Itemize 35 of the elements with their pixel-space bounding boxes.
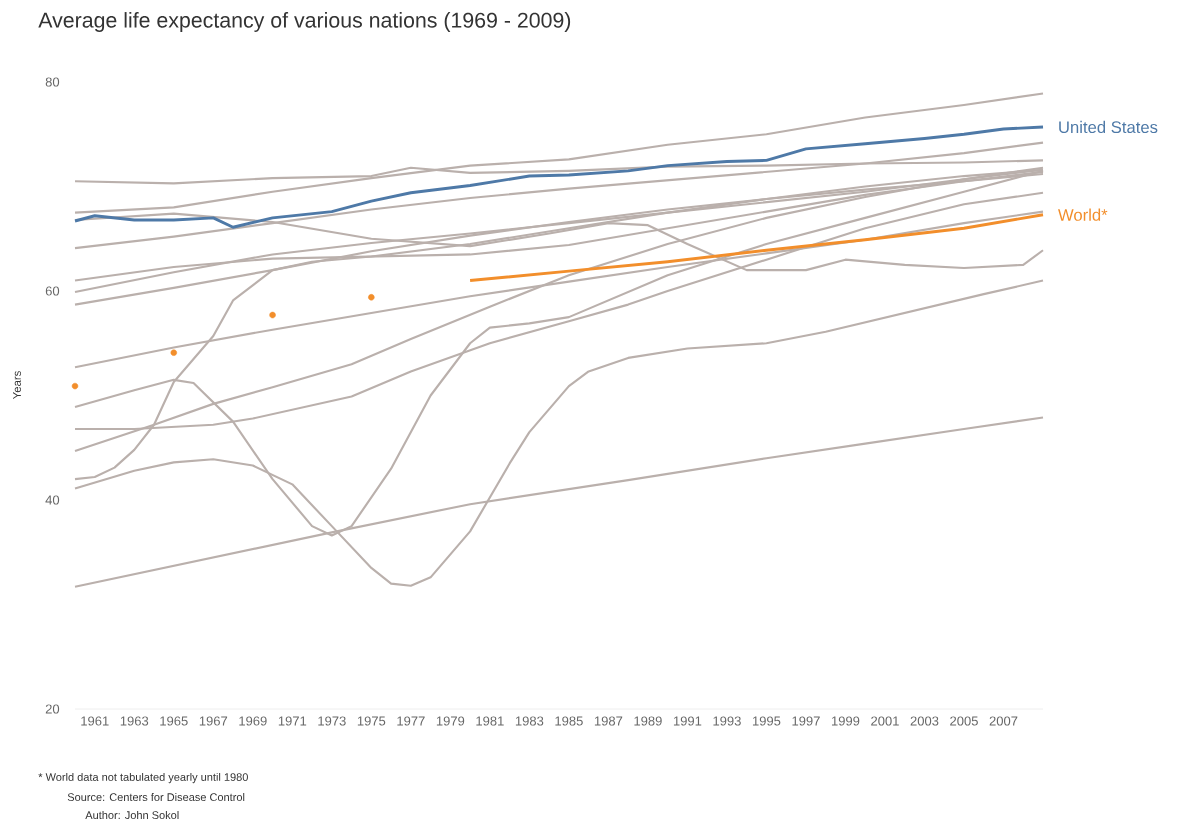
x-tick-label: 1995 [752, 716, 781, 726]
x-tick-label: 1977 [397, 716, 425, 726]
y-tick-label: 60 [45, 286, 60, 296]
series-label: United States [1059, 120, 1158, 134]
x-tick-label: 1991 [673, 716, 702, 726]
y-tick-label: 80 [45, 77, 60, 87]
x-tick-label: 1989 [634, 716, 662, 726]
x-tick-label: 1975 [357, 716, 386, 726]
x-tick-label: 1993 [713, 716, 741, 726]
x-tick-label: 1997 [792, 716, 820, 726]
x-tick-label: 1965 [160, 716, 188, 726]
text: Author: John Sokol [85, 810, 179, 820]
x-tick-label: 1973 [318, 716, 346, 726]
x-tick-label: 2007 [989, 716, 1018, 726]
x-tick-label: 2005 [950, 716, 978, 726]
series-label: World* [1058, 208, 1108, 221]
x-tick-label: 1981 [476, 716, 504, 726]
x-tick-label: 1967 [199, 716, 228, 726]
chart-title: Average life expectancy of various nations (1969 - 2009) [38, 12, 571, 32]
y-axis-title: Years [13, 371, 21, 400]
x-tick-label: 1961 [81, 716, 109, 726]
x-tick-label: 1979 [436, 716, 465, 726]
x-tick-label: 2003 [910, 716, 939, 726]
text: * World data not tabulated yearly until 1980 [38, 772, 248, 784]
y-tick-label: 40 [45, 495, 60, 505]
y-tick-label: 20 [45, 704, 60, 714]
x-tick-label: 1985 [555, 716, 583, 726]
x-tick-label: 1983 [515, 716, 544, 726]
x-tick-label: 1969 [239, 716, 267, 726]
x-tick-label: 1999 [831, 716, 860, 726]
x-tick-label: 1971 [278, 716, 307, 726]
x-tick-label: 2001 [871, 716, 899, 726]
x-tick-label: 1987 [594, 716, 623, 726]
source-note: Source: Centers for Disease Control [67, 792, 245, 802]
x-tick-label: 1963 [120, 716, 149, 726]
